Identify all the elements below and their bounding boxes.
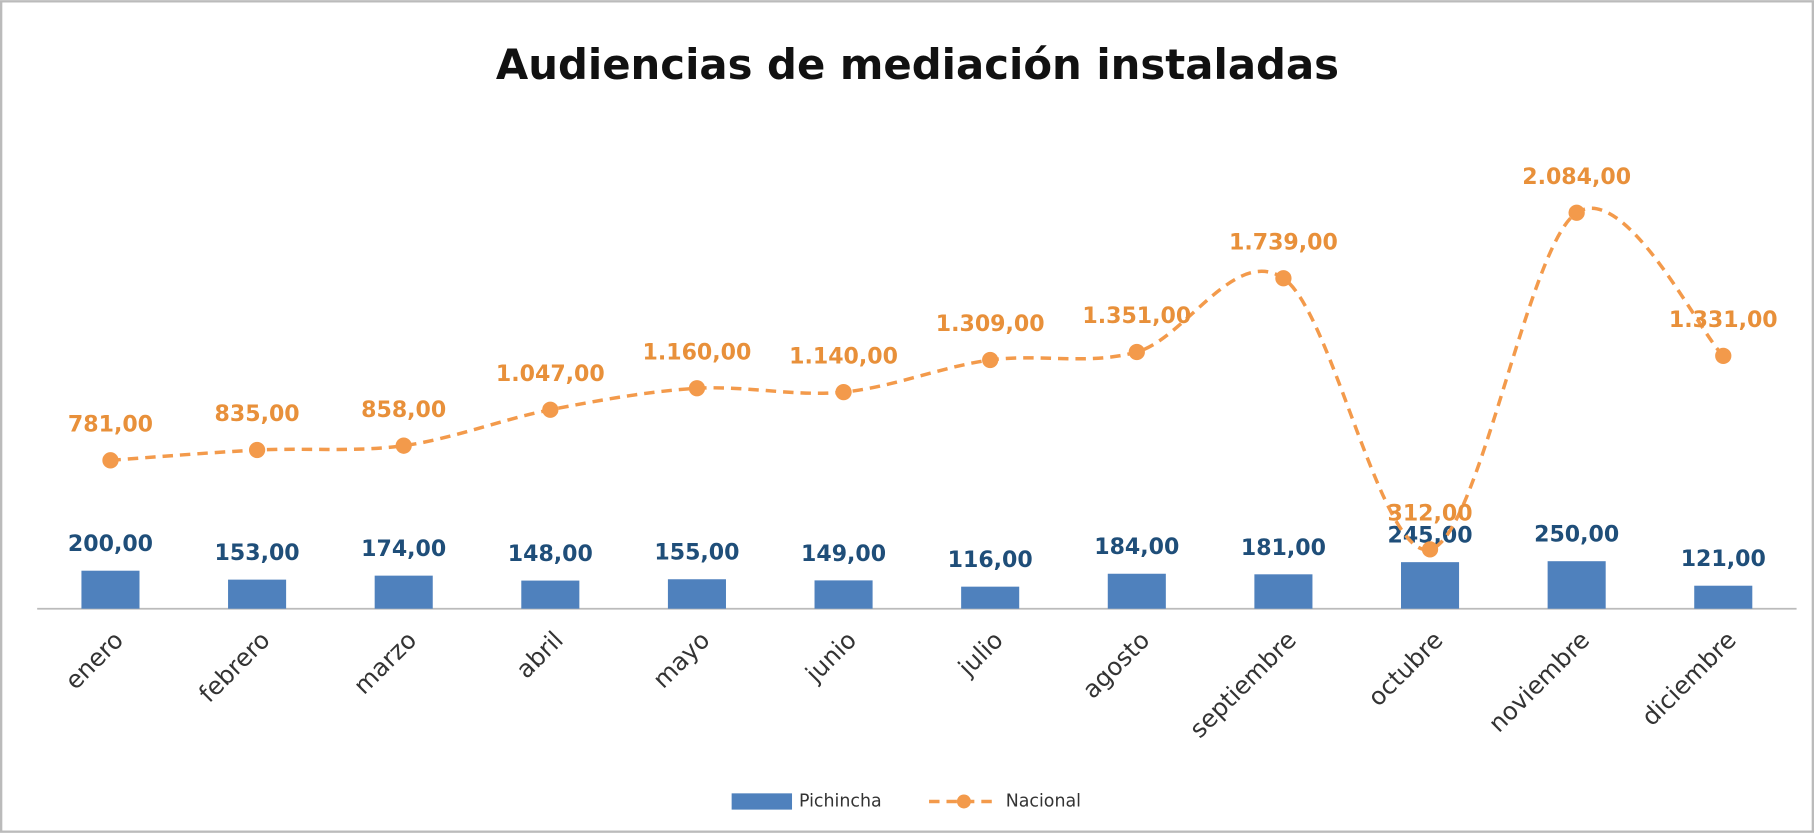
bar-value-label: 121,00 [1681, 547, 1766, 572]
line-value-label: 1.160,00 [643, 340, 752, 365]
line-marker [1128, 343, 1145, 361]
line-value-label: 312,00 [1387, 502, 1472, 527]
line-marker [102, 452, 119, 469]
bar-value-label: 200,00 [68, 532, 153, 557]
line-marker [1568, 204, 1585, 221]
line-marker [688, 380, 706, 397]
bar [1107, 573, 1166, 609]
bar [521, 580, 580, 609]
line-value-label: 1.351,00 [1082, 304, 1191, 329]
bar-value-label: 184,00 [1094, 535, 1179, 560]
bar [228, 579, 287, 609]
line-value-label: 858,00 [361, 398, 446, 423]
line-value-label: 1.331,00 [1669, 308, 1778, 333]
line-value-label: 2.084,00 [1522, 165, 1631, 190]
line-marker [248, 441, 266, 459]
bar-value-label: 153,00 [215, 541, 300, 566]
line [110, 206, 1725, 552]
bar-value-label: 149,00 [801, 542, 886, 567]
bar [961, 586, 1020, 609]
bar-value-label: 148,00 [508, 542, 593, 567]
bar-value-label: 116,00 [948, 548, 1033, 573]
bar-value-label: 174,00 [361, 537, 446, 562]
line-value-label: 1.047,00 [496, 362, 605, 387]
bar-value-label: 155,00 [654, 541, 739, 566]
bar [1254, 574, 1313, 609]
bar [81, 570, 140, 609]
line-marker [395, 437, 412, 454]
bar-value-label: 181,00 [1241, 536, 1326, 561]
bar [1694, 585, 1753, 609]
bar [1547, 561, 1606, 609]
bar-value-label: 250,00 [1534, 523, 1619, 548]
legend-label: Nacional [1006, 791, 1081, 811]
legend-swatch [731, 793, 793, 810]
line-marker [982, 351, 999, 369]
line-value-label: 835,00 [215, 402, 300, 427]
chart-title: Audiencias de mediación instaladas [496, 40, 1339, 89]
line-value-label: 1.309,00 [936, 312, 1045, 337]
line-marker [1421, 541, 1439, 558]
line-marker [835, 383, 852, 401]
line-value-label: 1.739,00 [1229, 230, 1338, 255]
line-marker [542, 401, 559, 418]
legend-label: Pichincha [799, 791, 882, 811]
line-value-label: 781,00 [68, 412, 153, 437]
line-marker [1275, 270, 1292, 287]
line-value-label: 1.140,00 [789, 344, 898, 369]
line-marker [1715, 347, 1732, 364]
legend-marker [956, 794, 971, 809]
bar [814, 580, 873, 609]
bar [1401, 562, 1460, 609]
bar [374, 575, 433, 609]
bar [667, 579, 726, 609]
